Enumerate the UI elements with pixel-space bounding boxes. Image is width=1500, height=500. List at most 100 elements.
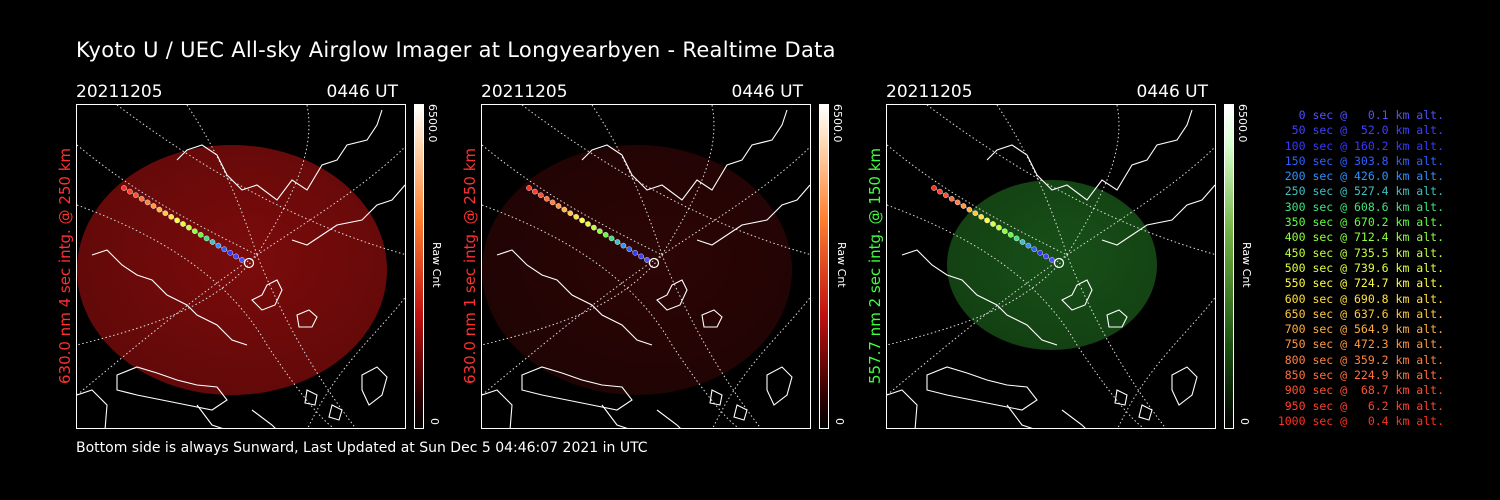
- graticule-line: [77, 105, 310, 346]
- trajectory-point: [567, 210, 574, 216]
- graticule-line: [482, 204, 740, 428]
- coastline: [709, 389, 723, 406]
- trajectory-point: [602, 232, 609, 238]
- trajectory-point: [543, 196, 550, 202]
- graticule-line: [887, 144, 1068, 256]
- coastline: [328, 404, 343, 421]
- coastline: [887, 389, 918, 428]
- trajectory-point: [227, 249, 233, 256]
- panel-1-allsky-image: [76, 104, 406, 429]
- panel-1-date: 20211205: [76, 82, 163, 102]
- trajectory-legend: 0 sec @ 0.1 km alt. 50 sec @ 52.0 km alt.…: [1262, 108, 1444, 429]
- coastline: [91, 249, 248, 346]
- coastline: [77, 389, 108, 428]
- coastline: [1171, 366, 1198, 406]
- trajectory-point: [203, 235, 210, 242]
- trajectory-point: [1031, 246, 1038, 252]
- coastline: [1106, 309, 1128, 328]
- trajectory-point: [549, 199, 556, 206]
- panel-3-allsky-image: [886, 104, 1216, 429]
- graticule-line: [712, 296, 810, 428]
- trajectory-point: [638, 253, 644, 260]
- panel-2-ylabel: 630.0 nm 1 sec intg. @ 250 km: [461, 147, 479, 385]
- graticule-line: [77, 144, 258, 256]
- panel-2-date: 20211205: [481, 82, 568, 102]
- panel-2-colorbar: [819, 104, 829, 429]
- trajectory-point: [1037, 249, 1043, 256]
- graticule-line: [256, 254, 357, 428]
- legend-entry: 50 sec @ 52.0 km alt.: [1291, 123, 1444, 138]
- coastline: [1138, 404, 1153, 421]
- coastline: [656, 279, 688, 311]
- panel-2-colorbar-max: 6500.0: [831, 104, 844, 143]
- trajectory-point: [960, 203, 967, 209]
- trajectory-point: [1019, 239, 1026, 245]
- panel-1-ylabel: 630.0 nm 4 sec intg. @ 250 km: [56, 147, 74, 385]
- panel-1-colorbar: [414, 104, 424, 429]
- coastline: [601, 404, 681, 428]
- panel-2-colorbar-min: 0: [833, 418, 846, 425]
- trajectory-point: [614, 239, 621, 245]
- coastline: [482, 389, 513, 428]
- station-marker: [648, 257, 660, 269]
- coastline: [1006, 404, 1086, 428]
- trajectory-point: [579, 217, 585, 224]
- graticule-line: [307, 296, 405, 428]
- coastline: [986, 109, 1193, 201]
- coastline: [496, 249, 653, 346]
- trajectory-point: [538, 192, 544, 198]
- legend-entry: 750 sec @ 472.3 km alt.: [1284, 337, 1444, 352]
- trajectory-point: [215, 242, 222, 249]
- trajectory-point: [990, 221, 996, 227]
- coastline: [1101, 184, 1215, 246]
- panel-3-date: 20211205: [886, 82, 973, 102]
- panel-3-colorbar-label: Raw Cnt: [1240, 242, 1253, 288]
- graticule-line: [926, 105, 1215, 255]
- panel-1-colorbar-min: 0: [428, 418, 441, 425]
- legend-entry: 1000 sec @ 0.4 km alt.: [1277, 413, 1444, 428]
- legend-entry: 100 sec @ 160.2 km alt.: [1284, 138, 1444, 153]
- trajectory-point: [127, 188, 133, 195]
- trajectory-point: [644, 257, 650, 263]
- legend-entry: 500 sec @ 739.6 km alt.: [1284, 260, 1444, 275]
- trajectory-point: [996, 224, 1002, 231]
- trajectory-point: [966, 206, 973, 213]
- coastline: [361, 366, 388, 406]
- trajectory-point: [632, 249, 638, 256]
- trajectory-point: [1049, 257, 1055, 263]
- coastline: [766, 366, 793, 406]
- station-marker: [1053, 257, 1065, 269]
- panel-3-time: 0446 UT: [1136, 82, 1209, 102]
- trajectory-point: [1013, 235, 1020, 242]
- trajectory-point: [620, 242, 627, 249]
- trajectory-point: [561, 206, 568, 213]
- graticule-line: [521, 105, 810, 255]
- trajectory-point: [954, 199, 961, 206]
- graticule-line: [887, 105, 1120, 346]
- legend-entry: 200 sec @ 426.0 km alt.: [1284, 169, 1444, 184]
- trajectory-point: [608, 235, 615, 242]
- panel-3-ylabel: 557.7 nm 2 sec intg. @ 150 km: [866, 147, 884, 385]
- legend-entry: 900 sec @ 68.7 km alt.: [1284, 383, 1444, 398]
- coastline: [733, 404, 748, 421]
- trajectory-point: [585, 221, 591, 227]
- trajectory-point: [192, 228, 198, 234]
- trajectory-point: [221, 246, 228, 252]
- graticule-line: [77, 146, 405, 396]
- panel-2-allsky-image: [481, 104, 811, 429]
- trajectory-point: [150, 203, 157, 209]
- coastline: [1061, 279, 1093, 311]
- trajectory-point: [972, 210, 979, 216]
- coastline: [926, 366, 1038, 411]
- airglow-disk: [947, 180, 1157, 350]
- legend-entry: 450 sec @ 735.5 km alt.: [1284, 245, 1444, 260]
- legend-entry: 800 sec @ 359.2 km alt.: [1284, 352, 1444, 367]
- trajectory-point: [197, 232, 204, 238]
- graticule-line: [482, 105, 715, 346]
- trajectory-point: [591, 224, 597, 231]
- graticule-line: [482, 146, 810, 396]
- panel-3-colorbar-max: 6500.0: [1236, 104, 1249, 143]
- panel-1-colorbar-label: Raw Cnt: [430, 242, 443, 288]
- trajectory-point: [168, 214, 174, 220]
- legend-entry: 650 sec @ 637.6 km alt.: [1284, 306, 1444, 321]
